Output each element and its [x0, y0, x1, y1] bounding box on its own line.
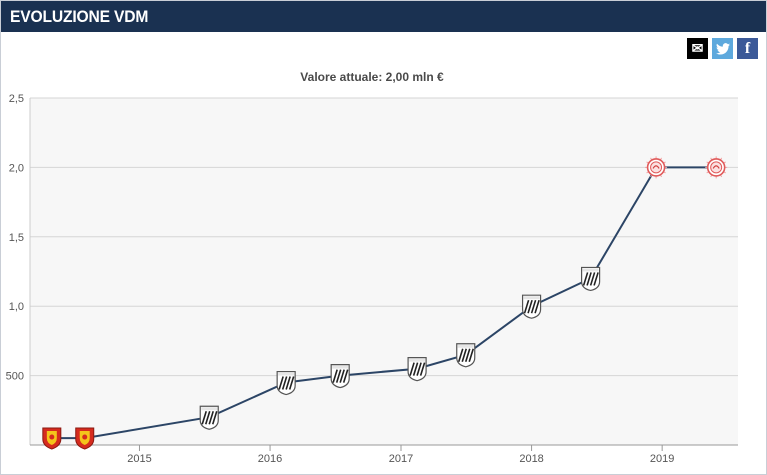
data-point-striped-crest[interactable]: [199, 405, 219, 430]
widget-title: EVOLUZIONE VDM: [10, 7, 149, 26]
y-axis-ticks: 500 1,0 1,5 2,0 2,5: [6, 93, 24, 383]
plot-background: [30, 98, 738, 445]
data-point-striped-crest[interactable]: [456, 343, 476, 368]
x-tick-label: 2019: [650, 453, 674, 465]
data-point-red-round-crest[interactable]: [705, 156, 728, 179]
x-tick-label: 2017: [389, 453, 413, 465]
twitter-share-button[interactable]: [712, 38, 733, 59]
x-tick-label: 2018: [519, 453, 543, 465]
data-point-striped-crest[interactable]: [407, 357, 427, 382]
y-tick-label: 500: [6, 371, 24, 383]
x-tick-label: 2015: [127, 453, 151, 465]
data-point-striped-crest[interactable]: [276, 370, 296, 396]
grid-lines: [29, 97, 738, 446]
data-point-red-yellow-crest[interactable]: [42, 427, 62, 450]
twitter-bird-icon: [715, 42, 730, 55]
email-share-button[interactable]: ✉: [687, 38, 708, 59]
envelope-icon: ✉: [691, 40, 704, 56]
data-point-red-round-crest[interactable]: [645, 156, 668, 179]
facebook-f-icon: f: [744, 39, 751, 57]
chart-title: Valore attuale: 2,00 mln €: [300, 70, 444, 84]
x-axis-ticks: 2015 2016 2017 2018 2019: [127, 445, 674, 465]
data-point-red-yellow-crest[interactable]: [75, 427, 95, 450]
y-tick-label: 1,0: [9, 301, 24, 313]
y-tick-label: 1,5: [9, 232, 24, 244]
widget-header: EVOLUZIONE VDM: [1, 1, 766, 32]
x-tick-label: 2016: [258, 453, 282, 465]
y-tick-label: 2,0: [9, 162, 24, 174]
y-tick-label: 2,5: [9, 93, 24, 105]
facebook-share-button[interactable]: f: [737, 38, 758, 59]
data-point-striped-crest[interactable]: [581, 266, 601, 292]
data-points: [42, 156, 728, 450]
data-point-striped-crest[interactable]: [521, 294, 542, 319]
data-point-striped-crest[interactable]: [330, 364, 350, 389]
